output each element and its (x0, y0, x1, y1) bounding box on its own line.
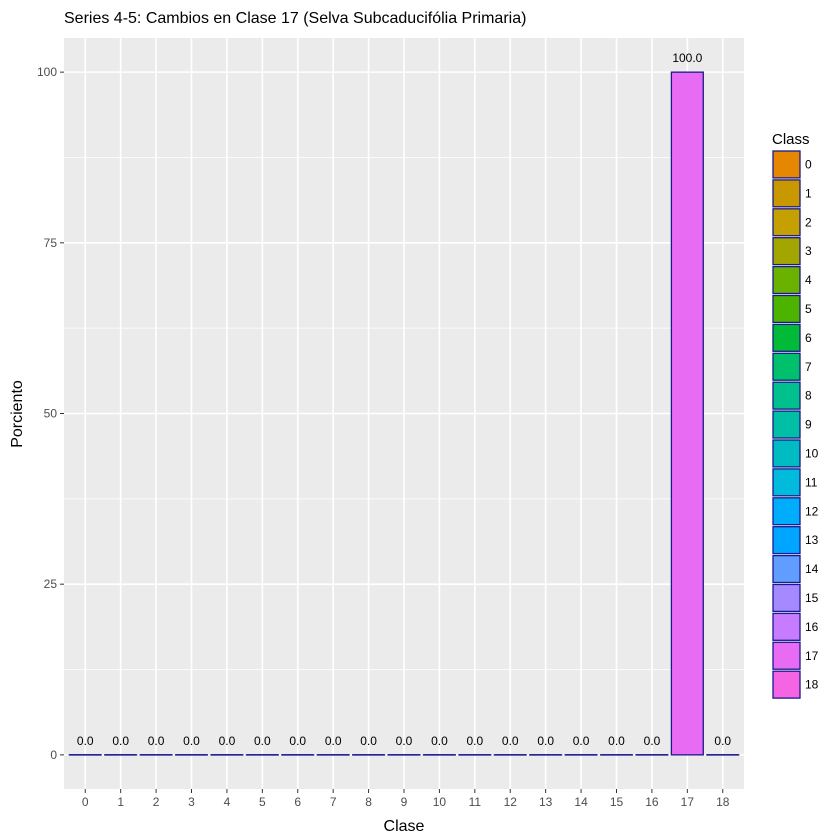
bar-value-label: 0.0 (466, 734, 483, 748)
y-axis: 0 25 50 75 100 (37, 65, 64, 762)
legend-label: 9 (805, 418, 812, 432)
bar-value-label: 100.0 (672, 51, 702, 65)
x-tick-label: 14 (574, 795, 588, 809)
y-tick-label: 75 (44, 236, 58, 250)
legend-key (772, 352, 801, 381)
bar (670, 71, 704, 756)
legend-label: 1 (805, 186, 812, 200)
chart-title: Series 4-5: Cambios en Clase 17 (Selva S… (64, 10, 526, 27)
bar-value-label: 0.0 (537, 734, 554, 748)
legend-label: 3 (805, 244, 812, 258)
legend-key (772, 583, 801, 613)
bar-value-label: 0.0 (183, 734, 200, 748)
x-tick-label: 12 (504, 795, 518, 809)
bar-value-label: 0.0 (112, 734, 129, 748)
legend-key (772, 323, 801, 352)
legend-key (772, 410, 801, 439)
legend-label: 17 (805, 649, 819, 663)
x-tick-label: 2 (153, 795, 160, 809)
x-tick-label: 7 (330, 795, 337, 809)
bar-value-label: 0.0 (148, 734, 165, 748)
x-tick-label: 10 (433, 795, 447, 809)
legend-key (772, 237, 801, 266)
legend-key (772, 150, 801, 179)
grid-lines (64, 38, 744, 789)
x-tick-label: 5 (259, 795, 266, 809)
x-tick-label: 11 (469, 795, 482, 809)
bar-value-label: 0.0 (644, 734, 661, 748)
x-tick-label: 17 (681, 795, 695, 809)
legend-label: 7 (805, 360, 812, 374)
legend-label: 14 (805, 562, 819, 576)
legend-key (772, 497, 801, 526)
x-tick-label: 18 (716, 795, 730, 809)
legend-label: 8 (805, 389, 812, 403)
legend-label: 12 (805, 504, 819, 518)
legend-key (772, 179, 801, 208)
legend-key (772, 554, 801, 584)
legend-key (772, 381, 801, 410)
legend-label: 18 (805, 678, 819, 692)
bar-value-label: 0.0 (325, 734, 342, 748)
x-tick-label: 8 (365, 795, 372, 809)
bars (68, 71, 740, 756)
x-tick-label: 13 (539, 795, 553, 809)
legend-label: 10 (805, 446, 819, 460)
legend-key (772, 612, 801, 641)
x-tick-label: 3 (188, 795, 195, 809)
bar-labels: 0.0 0.0 0.0 0.0 0.0 0.0 0.0 0.0 0.0 0.0 0.0 0.0 0.0 0… (77, 51, 732, 748)
legend-label: 2 (805, 215, 812, 229)
legend-label: 11 (805, 475, 818, 489)
x-tick-label: 4 (224, 795, 231, 809)
x-tick-label: 1 (117, 795, 124, 809)
x-tick-label: 15 (610, 795, 624, 809)
legend-key (772, 439, 801, 468)
bar-value-label: 0.0 (254, 734, 271, 748)
x-axis-title: Clase (384, 818, 425, 835)
legend-key (772, 526, 801, 555)
y-axis-title: Porciento (9, 380, 26, 448)
bar-value-label: 0.0 (289, 734, 306, 748)
bar-value-label: 0.0 (502, 734, 519, 748)
legend-label: 5 (805, 302, 812, 316)
bar-value-label: 0.0 (360, 734, 377, 748)
legend-key (772, 641, 801, 670)
legend-key (772, 670, 801, 699)
bar-value-label: 0.0 (219, 734, 236, 748)
bar-value-label: 0.0 (396, 734, 413, 748)
y-tick-label: 50 (44, 407, 58, 421)
legend-key (772, 294, 801, 324)
x-tick-label: 9 (401, 795, 408, 809)
legend-label: 0 (805, 157, 812, 171)
x-tick-label: 6 (294, 795, 301, 809)
y-tick-label: 0 (50, 748, 57, 762)
y-tick-label: 25 (44, 577, 58, 591)
legend-label: 13 (805, 533, 819, 547)
legend-label: 6 (805, 331, 812, 345)
legend-key (772, 468, 801, 497)
x-tick-label: 16 (645, 795, 659, 809)
x-axis: 0 1 2 3 4 5 6 7 8 9 10 11 12 13 14 15 16 17 18 (82, 789, 730, 809)
legend-label: 16 (805, 620, 819, 634)
bar-value-label: 0.0 (573, 734, 590, 748)
legend-label: 15 (805, 591, 819, 605)
legend-title: Class (772, 131, 810, 148)
bar-value-label: 0.0 (608, 734, 625, 748)
legend-key (772, 208, 801, 237)
bar-value-label: 0.0 (431, 734, 448, 748)
y-tick-label: 100 (37, 65, 57, 79)
bar-value-label: 0.0 (77, 734, 94, 748)
legend-label: 4 (805, 273, 812, 287)
legend-key (772, 265, 801, 295)
bar-value-label: 0.0 (714, 734, 731, 748)
x-tick-label: 0 (82, 795, 89, 809)
